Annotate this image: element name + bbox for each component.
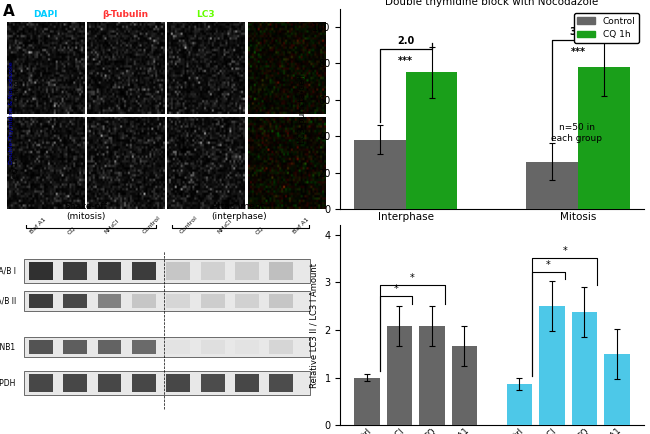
Bar — [166, 340, 190, 354]
Bar — [29, 340, 53, 354]
Text: CQ: CQ — [66, 225, 77, 235]
Text: ***: *** — [571, 47, 586, 57]
Bar — [269, 262, 293, 280]
Text: *: * — [546, 260, 551, 270]
Text: LC3: LC3 — [196, 10, 215, 19]
Bar — [539, 306, 565, 425]
Bar — [354, 140, 406, 209]
Bar — [98, 340, 122, 354]
Bar — [387, 326, 412, 425]
Bar — [201, 262, 224, 280]
Bar — [571, 312, 597, 425]
Text: LC3A/B II: LC3A/B II — [0, 296, 16, 306]
Text: CQ: CQ — [254, 225, 265, 235]
Bar — [269, 294, 293, 308]
Bar — [63, 340, 87, 354]
Text: NH₄Cl: NH₄Cl — [216, 219, 233, 235]
Bar — [132, 294, 156, 308]
Bar — [166, 294, 190, 308]
Text: ***: *** — [398, 56, 413, 66]
Bar — [166, 374, 190, 392]
Y-axis label: LC3 puncta/cell: LC3 puncta/cell — [298, 74, 307, 144]
Bar — [29, 374, 53, 392]
Text: *: * — [562, 247, 567, 256]
Text: Control: Control — [13, 76, 20, 102]
Bar — [201, 340, 224, 354]
Text: Attachment
(interphase): Attachment (interphase) — [211, 202, 266, 221]
Text: CCNB1: CCNB1 — [0, 343, 16, 352]
Text: *: * — [394, 284, 398, 294]
Text: Control: Control — [142, 215, 161, 235]
Bar — [452, 345, 477, 425]
Bar — [98, 374, 122, 392]
Text: 3.0: 3.0 — [569, 27, 587, 37]
Text: DAPI: DAPI — [33, 10, 57, 19]
Bar — [29, 294, 53, 308]
Bar — [235, 340, 259, 354]
Text: 2.0: 2.0 — [397, 36, 415, 46]
Bar — [506, 384, 532, 425]
Text: LC3A/B I: LC3A/B I — [0, 266, 16, 276]
Legend: Control, CQ 1h: Control, CQ 1h — [574, 13, 639, 43]
Text: n=50 in
each group: n=50 in each group — [551, 123, 603, 143]
Text: GAPDH: GAPDH — [0, 379, 16, 388]
Text: Control: Control — [179, 215, 199, 235]
Text: Baf A1: Baf A1 — [292, 217, 309, 235]
Bar — [166, 262, 190, 280]
Bar — [63, 262, 87, 280]
Text: *: * — [410, 273, 415, 283]
Bar — [269, 340, 293, 354]
Bar — [269, 374, 293, 392]
Bar — [98, 262, 122, 280]
Bar — [201, 294, 224, 308]
Bar — [406, 72, 458, 209]
Bar — [235, 294, 259, 308]
Bar — [526, 161, 578, 209]
Bar — [604, 354, 630, 425]
Bar — [63, 374, 87, 392]
Bar — [235, 374, 259, 392]
Text: A: A — [3, 4, 15, 20]
Text: NH₄Cl: NH₄Cl — [104, 219, 120, 235]
Bar — [132, 262, 156, 280]
Bar — [578, 67, 630, 209]
Text: β-Tubulin: β-Tubulin — [103, 10, 149, 19]
Text: Baf A1: Baf A1 — [29, 217, 47, 235]
Bar — [235, 262, 259, 280]
Text: CQ 1h: CQ 1h — [13, 156, 20, 178]
Title: Double thymidine block with Nocodazole: Double thymidine block with Nocodazole — [385, 0, 599, 7]
Text: Double-Thymidine & Nocodazole: Double-Thymidine & Nocodazole — [9, 62, 14, 164]
Bar — [354, 378, 380, 425]
Y-axis label: Relative LC3 II / LC3 I Amount: Relative LC3 II / LC3 I Amount — [310, 263, 318, 388]
Bar — [29, 262, 53, 280]
Bar — [419, 326, 445, 425]
Bar — [132, 340, 156, 354]
Bar — [98, 294, 122, 308]
Bar — [201, 374, 224, 392]
Bar — [63, 294, 87, 308]
Text: Shake-off
(mitosis): Shake-off (mitosis) — [64, 202, 107, 221]
Bar — [132, 374, 156, 392]
Text: merge: merge — [270, 10, 302, 19]
